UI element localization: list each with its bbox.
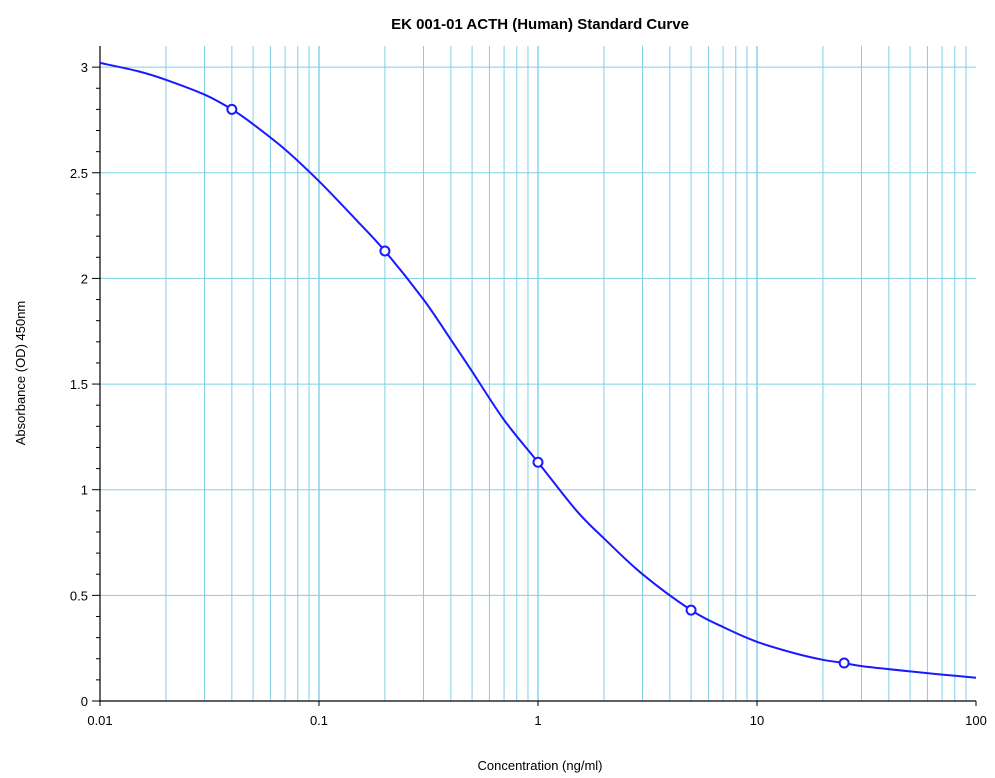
x-axis-label: Concentration (ng/ml) [478, 758, 603, 773]
data-point [379, 245, 391, 257]
data-points-layer [226, 103, 850, 669]
data-point [226, 103, 238, 115]
x-tick-label: 0.1 [310, 713, 328, 728]
y-tick-label: 2 [81, 271, 88, 286]
data-point [685, 604, 697, 616]
x-tick-label: 100 [965, 713, 987, 728]
data-point [532, 456, 544, 468]
chart-title: EK 001-01 ACTH (Human) Standard Curve [391, 16, 689, 33]
y-tick-label: 2.5 [70, 166, 88, 181]
fit-curve-layer [99, 61, 977, 679]
y-tick-label: 1.5 [70, 377, 88, 392]
y-axis-label: Absorbance (OD) 450nm [13, 301, 28, 446]
grid [100, 46, 976, 701]
x-tick-label: 0.01 [87, 713, 112, 728]
x-tick-label: 10 [750, 713, 764, 728]
data-point [838, 657, 850, 669]
fit-curve-line [99, 61, 977, 679]
y-tick-label: 1 [81, 483, 88, 498]
ticks: 0.01 0.1 1 10 100 0 0.5 1 1.5 2 2.5 3 [70, 60, 987, 728]
x-tick-label: 1 [534, 713, 541, 728]
y-tick-label: 0 [81, 694, 88, 709]
y-tick-label: 0.5 [70, 588, 88, 603]
y-tick-label: 3 [81, 60, 88, 75]
